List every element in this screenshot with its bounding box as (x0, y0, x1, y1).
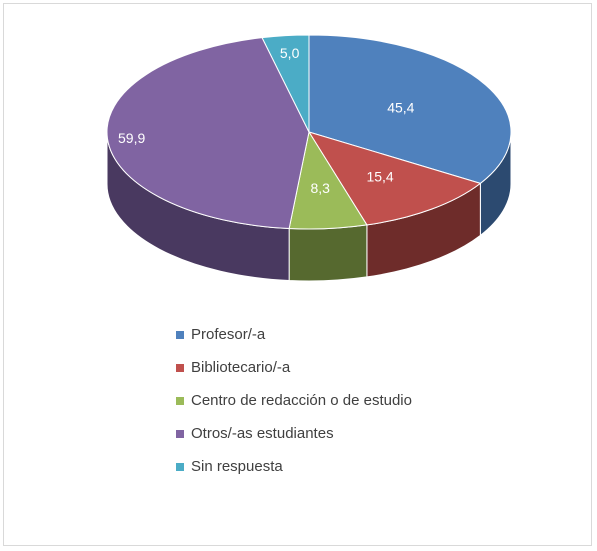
legend-label: Otros/-as estudiantes (191, 425, 334, 442)
legend-item-otros: Otros/-as estudiantes (176, 417, 412, 450)
slice-sin-respuesta (261, 34, 310, 133)
data-label-bibliotecario-a: 15,4 (366, 169, 393, 185)
pie-chart: 45,4 15,4 8,3 59,9 5,0 (106, 34, 512, 282)
legend-swatch (176, 462, 184, 471)
legend-swatch (176, 429, 184, 438)
slice-profesor-a (308, 34, 512, 184)
data-labels: 45,4 15,4 8,3 59,9 5,0 (118, 45, 415, 196)
legend-swatch (176, 363, 184, 372)
legend-swatch (176, 330, 184, 339)
legend-label: Bibliotecario/-a (191, 359, 291, 376)
legend-item-sin-respuesta: Sin respuesta (176, 450, 412, 483)
legend-label: Centro de redacción o de estudio (191, 392, 412, 409)
legend-swatch (176, 396, 184, 405)
data-label-otros-as-estudiantes: 59,9 (118, 130, 145, 146)
data-label-profesor-a: 45,4 (387, 100, 414, 116)
legend-label: Sin respuesta (191, 458, 283, 475)
legend-item-bibliotecario: Bibliotecario/-a (176, 351, 412, 384)
pie-slices (106, 34, 512, 230)
slice-side-centro-de-redaccion-o-de-estudio (288, 224, 368, 282)
legend-item-centro: Centro de redacción o de estudio (176, 384, 412, 417)
chart-area: 45,4 15,4 8,3 59,9 5,0 Profesor/-a Bibliotec… (3, 3, 592, 546)
legend: Profesor/-a Bibliotecario/-a Centro de r… (176, 318, 412, 483)
data-label-centro-de-redaccion-o-de-estudio: 8,3 (311, 180, 331, 196)
slice-otros-as-estudiantes (106, 37, 310, 230)
legend-label: Profesor/-a (191, 326, 266, 343)
slice-bibliotecario-a (307, 131, 482, 226)
data-label-sin-respuesta: 5,0 (280, 45, 300, 61)
legend-item-profesor: Profesor/-a (176, 318, 412, 351)
pie-sides (106, 131, 512, 282)
